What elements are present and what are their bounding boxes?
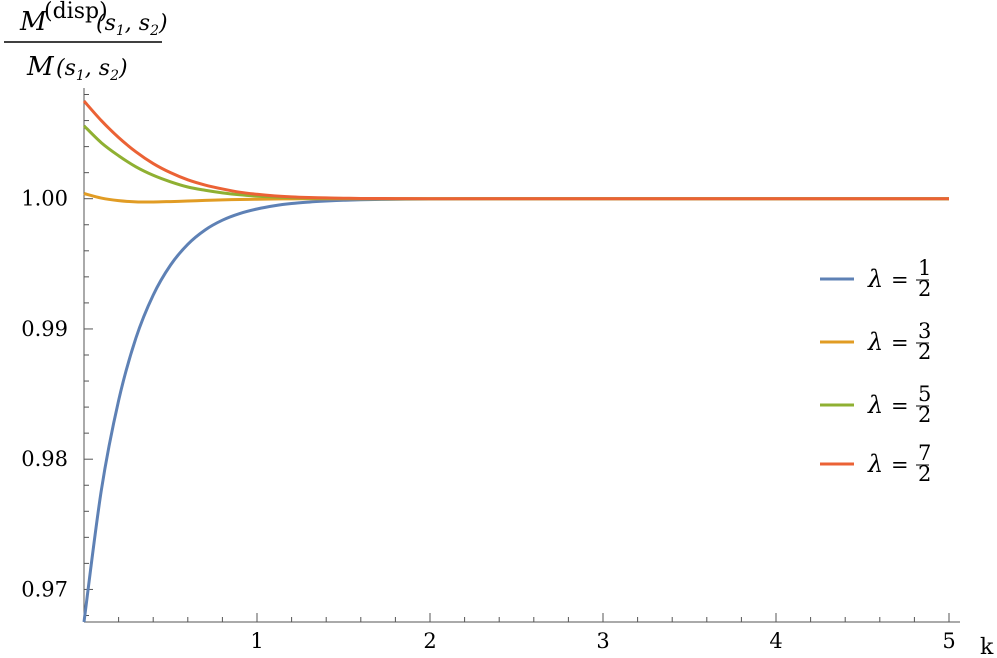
ylabel-num-m: M: [19, 7, 48, 37]
legend-lambda-3: λ: [867, 391, 883, 419]
legend-lambda-4: λ: [867, 450, 883, 478]
ylabel-num-sup: (disp): [44, 0, 108, 24]
ticks: [84, 94, 950, 622]
legend-lambda-1: λ: [867, 265, 883, 293]
y-axis-label-numerator: M (disp) (s1, s2): [19, 0, 168, 39]
legend-lambda-2: λ: [867, 328, 883, 356]
x-tick-label: 5: [942, 629, 955, 653]
x-axis-label: k: [980, 635, 994, 658]
legend-equals-4: =: [891, 453, 909, 477]
x-tick-label: 4: [769, 629, 782, 653]
legend-den-3: 2: [918, 403, 931, 427]
legend-equals-1: =: [891, 268, 909, 292]
tick-labels: 1 2 3 4 50.970.980.991.00: [21, 187, 955, 653]
y-axis-label-denominator: M (s1, s2): [26, 52, 128, 84]
legend-den-2: 2: [918, 340, 931, 364]
series-group: [82, 100, 949, 623]
x-tick-label: 2: [423, 629, 436, 653]
y-tick-label: 0.97: [21, 577, 68, 601]
ylabel-den-args: (s1, s2): [56, 56, 128, 84]
legend-equals-2: =: [891, 331, 909, 355]
y-tick-label: 1.00: [21, 187, 68, 211]
legend-item-1: λ = 1 2: [820, 256, 931, 301]
legend-equals-3: =: [891, 394, 909, 418]
series-line-4: [82, 100, 949, 201]
legend-item-4: λ = 7 2: [820, 441, 931, 486]
ylabel-num-args: (s1, s2): [96, 11, 168, 39]
y-tick-label: 0.98: [21, 447, 68, 471]
legend-num-2: 3: [918, 319, 931, 343]
x-tick-label: 3: [596, 629, 609, 653]
y-axis-label: M (disp) (s1, s2) M (s1, s2): [4, 0, 168, 84]
legend-num-1: 1: [918, 256, 931, 280]
ylabel-den-m: M: [26, 52, 55, 82]
legend-num-4: 7: [918, 441, 931, 465]
x-tick-label: 1: [250, 629, 263, 653]
legend-den-4: 2: [918, 462, 931, 486]
y-tick-label: 0.99: [21, 317, 68, 341]
legend-num-3: 5: [918, 382, 931, 406]
legend-item-2: λ = 3 2: [820, 319, 931, 364]
series-line-1: [82, 197, 949, 623]
legend-den-1: 2: [918, 277, 931, 301]
legend: λ = 1 2 λ = 3 2 λ = 5 2 λ = 7 2: [820, 256, 931, 486]
legend-item-3: λ = 5 2: [820, 382, 931, 427]
